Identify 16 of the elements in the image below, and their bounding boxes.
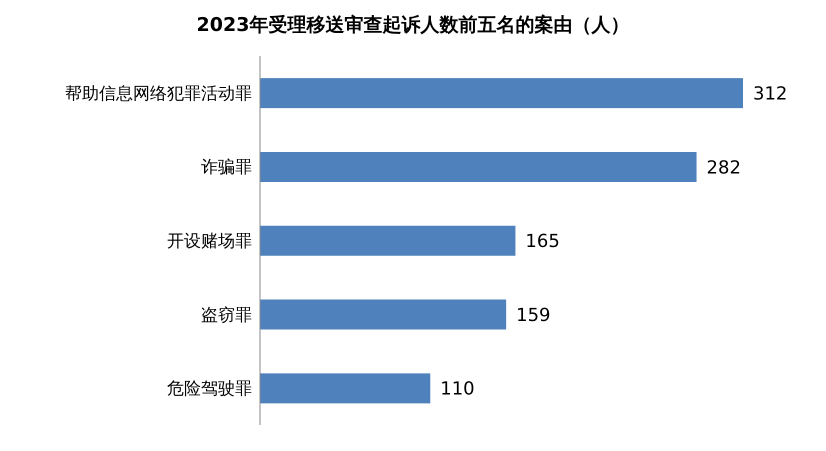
data-label: 312 — [753, 84, 788, 105]
y-tick-label: 盗窃罪 — [201, 305, 252, 326]
bar — [260, 78, 743, 108]
y-tick-label: 诈骗罪 — [201, 158, 252, 178]
y-tick-label: 帮助信息网络犯罪活动罪 — [65, 84, 252, 104]
bar — [260, 226, 516, 256]
data-label: 165 — [525, 231, 560, 252]
bar — [260, 152, 697, 182]
data-label: 110 — [440, 378, 475, 400]
chart-title: 2023年受理移送审查起诉人数前五名的案由（人） — [196, 13, 630, 38]
y-tick-label: 开设赌场罪 — [167, 232, 252, 252]
bar — [260, 300, 506, 330]
bar — [260, 373, 430, 404]
data-label: 159 — [516, 304, 551, 326]
y-tick-label: 危险驾驶罪 — [167, 379, 252, 400]
data-label: 282 — [706, 157, 741, 178]
